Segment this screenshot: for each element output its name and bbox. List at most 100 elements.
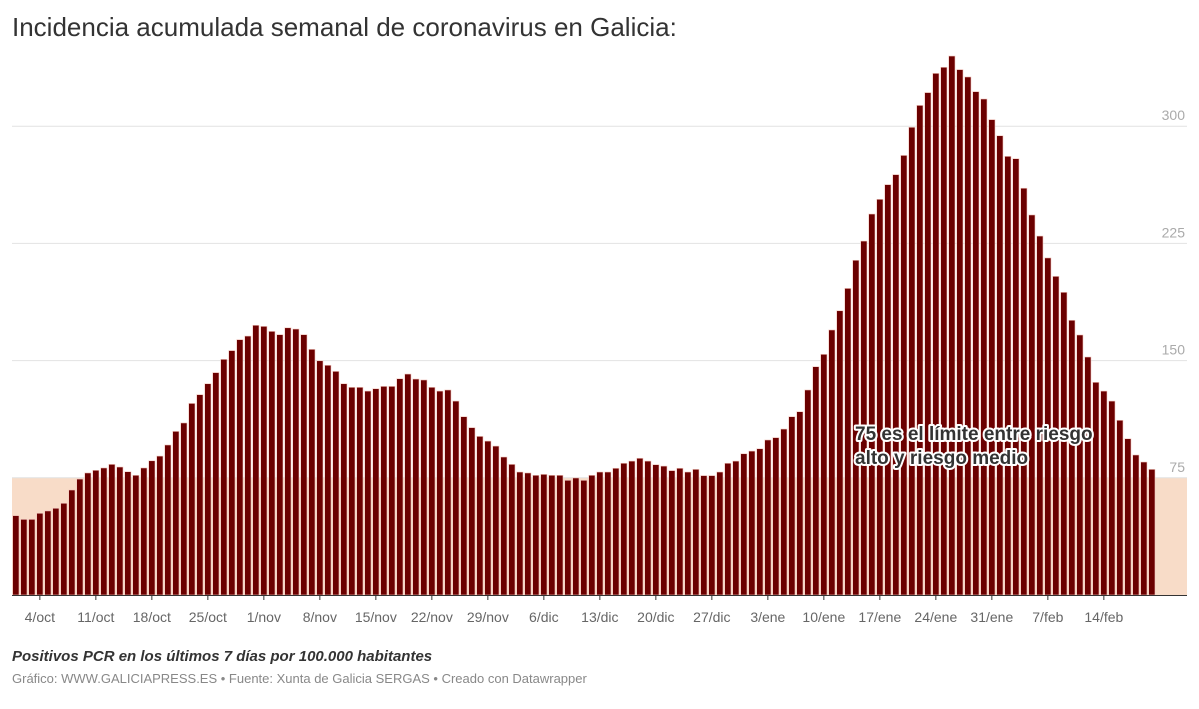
bar bbox=[668, 470, 676, 596]
bar bbox=[956, 69, 964, 596]
bar bbox=[780, 428, 788, 596]
bar bbox=[1132, 454, 1140, 596]
bar bbox=[404, 373, 412, 596]
bar bbox=[60, 502, 68, 596]
bar bbox=[20, 519, 28, 596]
bar bbox=[180, 422, 188, 596]
bar bbox=[804, 389, 812, 596]
bar bbox=[436, 390, 444, 596]
bar bbox=[636, 457, 644, 596]
bar bbox=[948, 55, 956, 596]
x-tick-label: 25/oct bbox=[189, 609, 227, 625]
bar bbox=[612, 467, 620, 596]
x-tick-label: 10/ene bbox=[802, 609, 845, 625]
bars bbox=[12, 55, 1156, 596]
bar bbox=[460, 416, 468, 596]
bar bbox=[1028, 214, 1036, 596]
bar bbox=[76, 478, 84, 596]
bar bbox=[916, 105, 924, 596]
bar bbox=[884, 184, 892, 596]
bar bbox=[348, 387, 356, 596]
bar bbox=[716, 471, 724, 596]
x-tick-label: 8/nov bbox=[303, 609, 337, 625]
bar bbox=[812, 366, 820, 596]
bar bbox=[564, 479, 572, 596]
bar bbox=[796, 411, 804, 596]
x-tick-label: 20/dic bbox=[637, 609, 674, 625]
bar bbox=[732, 460, 740, 596]
bar bbox=[108, 464, 116, 596]
bar bbox=[508, 464, 516, 596]
bar bbox=[84, 472, 92, 596]
bar bbox=[1108, 400, 1116, 596]
bar bbox=[868, 213, 876, 596]
bar bbox=[1076, 334, 1084, 596]
bar bbox=[740, 453, 748, 596]
bar bbox=[500, 456, 508, 596]
bar bbox=[940, 66, 948, 596]
bar bbox=[748, 450, 756, 596]
bar-chart: 75 150 225 300 4/oct 11/oct 18/oct 25/oct 1/nov… bbox=[12, 55, 1187, 625]
bar bbox=[212, 372, 220, 596]
x-tick-label: 18/oct bbox=[133, 609, 171, 625]
chart-footer: Gráfico: WWW.GALICIAPRESS.ES • Fuente: X… bbox=[12, 671, 587, 686]
bar bbox=[380, 386, 388, 596]
bar bbox=[764, 439, 772, 596]
bar bbox=[28, 519, 36, 596]
bar bbox=[1036, 235, 1044, 596]
bar bbox=[420, 379, 428, 596]
bar bbox=[676, 467, 684, 596]
bar bbox=[1092, 382, 1100, 596]
bar bbox=[228, 350, 236, 596]
bar bbox=[724, 462, 732, 596]
bar bbox=[276, 334, 284, 596]
bar bbox=[1124, 438, 1132, 596]
bar bbox=[92, 469, 100, 596]
x-tick-label: 13/dic bbox=[581, 609, 618, 625]
bar bbox=[548, 474, 556, 596]
bar bbox=[1116, 419, 1124, 596]
x-tick-label: 24/ene bbox=[914, 609, 957, 625]
bar bbox=[972, 91, 980, 596]
bar bbox=[876, 199, 884, 596]
bar bbox=[52, 507, 60, 596]
bar bbox=[932, 73, 940, 596]
bar bbox=[252, 324, 260, 596]
bar bbox=[284, 327, 292, 596]
bar bbox=[148, 460, 156, 596]
bar bbox=[164, 444, 172, 596]
bar bbox=[452, 400, 460, 596]
x-tick-label: 11/oct bbox=[77, 609, 114, 625]
bar bbox=[532, 474, 540, 596]
chart-title: Incidencia acumulada semanal de coronavi… bbox=[12, 12, 677, 42]
bar bbox=[204, 383, 212, 596]
x-tick-label: 4/oct bbox=[25, 609, 55, 625]
x-tick-label: 27/dic bbox=[693, 609, 730, 625]
bar bbox=[188, 403, 196, 596]
bar bbox=[364, 390, 372, 596]
bar bbox=[836, 310, 844, 596]
bar bbox=[620, 462, 628, 596]
x-tick-label: 29/nov bbox=[467, 609, 509, 625]
bar bbox=[388, 386, 396, 596]
bar bbox=[412, 378, 420, 596]
bar bbox=[828, 329, 836, 596]
bar bbox=[628, 460, 636, 596]
annotation-line-2: alto y riesgo medio bbox=[855, 448, 1028, 469]
bar bbox=[132, 474, 140, 596]
bar bbox=[268, 331, 276, 596]
bar bbox=[908, 126, 916, 596]
bar bbox=[924, 92, 932, 596]
x-tick-label: 6/dic bbox=[529, 609, 559, 625]
bar bbox=[300, 334, 308, 596]
bar bbox=[484, 440, 492, 596]
bar bbox=[100, 467, 108, 596]
bar bbox=[1020, 187, 1028, 596]
bar bbox=[1012, 158, 1020, 596]
x-tick-label: 3/ene bbox=[750, 609, 785, 625]
bar bbox=[236, 339, 244, 596]
bar bbox=[332, 371, 340, 596]
x-tick-label: 22/nov bbox=[411, 609, 453, 625]
bar bbox=[652, 464, 660, 596]
bar bbox=[116, 466, 124, 596]
